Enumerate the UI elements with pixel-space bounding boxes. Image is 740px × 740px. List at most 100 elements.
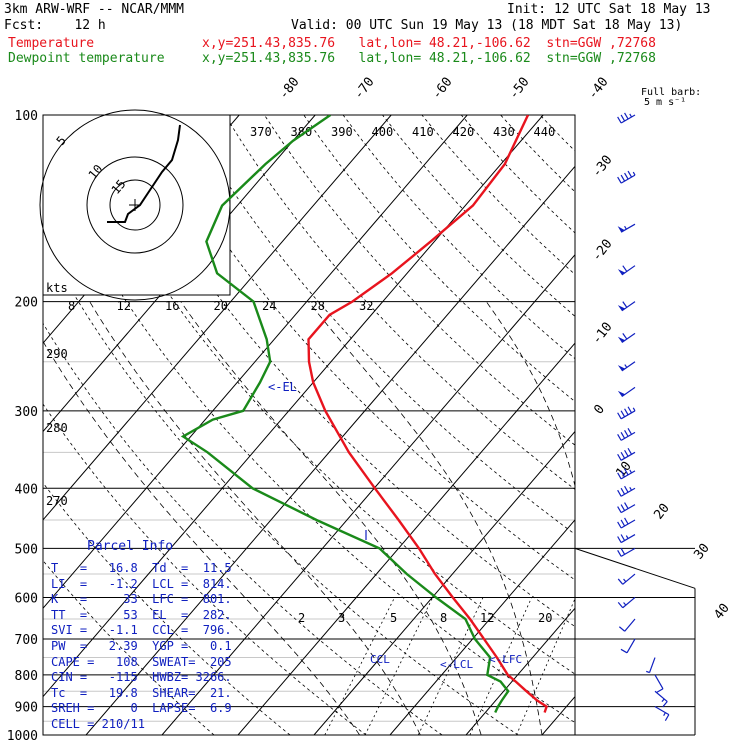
isotherm-line: [161, 254, 575, 735]
wind-barb-feather: [624, 468, 629, 476]
wind-barb-feather: [624, 408, 629, 416]
wind-barb-half-feather: [661, 698, 665, 703]
wind-barb-feather: [622, 301, 628, 308]
dry-adiabat-line: [500, 115, 575, 193]
mixing-ratio-line: [578, 597, 633, 735]
dry-adiabat-line: [382, 115, 575, 317]
wind-barb: [617, 596, 636, 609]
wind-barb-feather: [620, 534, 626, 541]
wind-barb-feather: [620, 470, 626, 478]
wind-barb-feather: [620, 432, 626, 439]
dewpoint-line: [180, 115, 510, 714]
theta-tick-label: 370: [250, 125, 272, 139]
pressure-tick-label: 100: [15, 109, 38, 124]
parcel-info-row: LI = -1.2 LCL = 814.: [51, 576, 232, 591]
parcel-info-row: Tc = 19.8 SHEAR= 21.: [51, 685, 232, 700]
theta-tick-label: 390: [331, 125, 353, 139]
wind-barb-feather: [627, 170, 633, 178]
theta-tick-label: 430: [493, 125, 515, 139]
parcel-info-row: CELL = 210/11: [51, 717, 145, 731]
wind-barb: [617, 386, 636, 398]
parcel-info-row: SVI = -1.1 CCL = 796.: [51, 623, 232, 638]
parcel-info-row: CAPE = 108 SWEAT= 205: [51, 654, 232, 669]
wind-barb-feather: [627, 447, 633, 455]
wind-barb-half-feather: [663, 712, 666, 716]
wind-barb-feather: [618, 626, 626, 632]
wind-barb-half-feather: [629, 113, 633, 118]
wind-barb: [617, 223, 636, 233]
wind-barb-feather: [617, 453, 622, 461]
dry-adiabat-line: [43, 322, 443, 735]
theta-tick-label: 440: [534, 125, 556, 139]
mixing-ratio-label: 12: [480, 611, 494, 625]
wind-barb-feather: [617, 176, 622, 184]
wind-barb-flag: [617, 390, 626, 397]
mixing-ratio-line: [324, 597, 395, 735]
isotherm-line: [313, 430, 575, 735]
isotherm-tick-label: -30: [589, 153, 615, 181]
wind-barb-half-feather: [623, 602, 627, 606]
parcel-info-title: Parcel Info: [87, 539, 174, 554]
dry-adiabat-line: [460, 115, 575, 234]
hodograph-trace: [107, 124, 181, 223]
parcel-info-row: K = 33 LFC = 801.: [51, 592, 232, 607]
pressure-tick-label: 900: [15, 701, 38, 716]
wind-barb-feather: [617, 489, 622, 497]
speed-tick-label: 32: [359, 299, 373, 313]
wind-barb-staff: [622, 596, 636, 609]
wind-barb: [617, 573, 636, 585]
wind-barb-feather: [620, 451, 626, 459]
wind-barb-feather: [627, 428, 633, 435]
wind-barb-half-feather: [629, 469, 633, 474]
wind-barb-feather: [617, 536, 622, 543]
mixing-ratio-label: 20: [538, 611, 552, 625]
wind-barb-feather: [656, 688, 664, 693]
barb-legend-title: Full barb:: [641, 87, 701, 98]
wind-barb: [617, 112, 636, 124]
wind-barb-feather: [624, 502, 629, 509]
isotherm-line: [694, 115, 740, 735]
wind-barb-feather: [617, 116, 622, 124]
theta-tick-label: 270: [46, 494, 68, 508]
plot-border: [42, 114, 576, 736]
parcel-annotations: <-EL CCL <-LCL <-LFC: [268, 380, 522, 671]
wind-barb-feather: [617, 412, 622, 420]
isotherm-tick-label: 40: [711, 601, 732, 623]
wind-barb-staff: [648, 657, 656, 673]
wind-barb-staff: [620, 223, 636, 233]
forecast-hour: Fcst: 12 h: [4, 18, 106, 33]
isotherm-tick-label: 20: [651, 501, 672, 523]
isotherm-line: [43, 115, 392, 521]
dry-adiabat-line: [67, 115, 575, 675]
hodograph-ring: [86, 156, 184, 254]
wind-barb: [617, 406, 636, 420]
mixing-ratio-label: 2: [298, 611, 305, 625]
wind-barb: [617, 265, 636, 276]
pressure-tick-label: 200: [15, 296, 38, 311]
isotherm-tick-label: -60: [429, 75, 455, 103]
pressure-tick-label: 700: [15, 633, 38, 648]
wind-barb-staff: [654, 706, 670, 716]
wind-barb-half-feather: [623, 578, 627, 583]
wind-barb-feather: [620, 174, 626, 182]
wind-barb-feather: [617, 434, 622, 441]
wind-barb-half-feather: [646, 670, 650, 674]
wind-barb-feather: [620, 114, 626, 122]
speed-tick-label: 20: [214, 299, 228, 313]
wind-barb-feather: [617, 549, 622, 557]
wind-barb-half-feather: [632, 171, 636, 176]
wind-barb-half-feather: [625, 535, 629, 539]
pressure-tick-label: 800: [15, 669, 38, 684]
mixing-ratio-label: 5: [390, 611, 397, 625]
wind-barb: [617, 547, 636, 557]
diagram-frame: [42, 114, 696, 736]
pressure-tick-label: 400: [15, 482, 38, 497]
wind-barb: [617, 361, 636, 372]
wind-barb: [617, 485, 636, 497]
wind-barb-feather: [620, 648, 628, 654]
wind-barb: [617, 517, 636, 529]
moist-adiabat-line: [89, 301, 421, 735]
wind-barb: [654, 706, 670, 721]
wind-barb: [646, 657, 656, 674]
parcel-info-row: T = 16.8 Td = 11.5: [51, 561, 232, 575]
